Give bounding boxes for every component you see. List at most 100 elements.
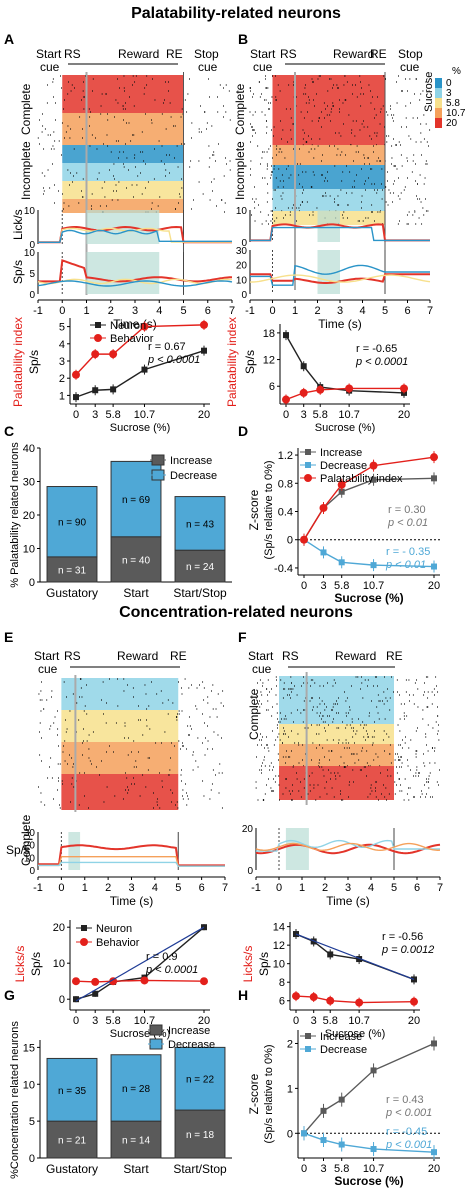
F_index-point	[356, 956, 363, 963]
panel-f-tick-label: 1	[299, 882, 305, 894]
raster-b-band	[272, 75, 385, 145]
trace-b-lick-ytick-label: 10	[236, 206, 248, 217]
panel-f-tick-label: 2	[322, 882, 328, 894]
svg-text:3: 3	[446, 88, 452, 99]
B_index-xtick-label: 20	[398, 409, 410, 421]
raster-f-band	[279, 744, 394, 766]
A_index-point	[72, 370, 80, 379]
E_index-xtick-label: 20	[198, 1015, 210, 1027]
chart-c-bar-increase	[46, 556, 98, 583]
panel-e-tick-label: 3	[128, 882, 134, 894]
legend-a-behavior-label: Behavior	[110, 333, 154, 345]
D-xlabel: Sucrose (%)	[334, 591, 403, 605]
svg-text:Start: Start	[250, 47, 276, 61]
F_index-ytick-label: 10	[273, 959, 285, 971]
panel-letter-g: G	[4, 987, 15, 1003]
sps-label-a: Sp/s	[11, 260, 25, 284]
panel-e-tick-label: 1	[82, 882, 88, 894]
D-xtick-label: 10.7	[363, 580, 384, 592]
a-ylabel-pal: Palatability index	[11, 317, 25, 407]
F_index-xtick-label: 5.8	[323, 1015, 338, 1027]
panel-a-tick-label: 1	[83, 305, 89, 317]
chart-g-ytick-label: 5	[29, 1116, 35, 1128]
svg-text:RE: RE	[166, 47, 183, 61]
panel-letter-b: B	[238, 31, 248, 47]
B_index-point	[283, 332, 289, 339]
chart-g-bar-label-increase: n = 21	[58, 1136, 87, 1147]
panel-a-tick-label: 4	[156, 305, 162, 317]
trace-b-lick-ytick-label: 0	[241, 238, 247, 249]
D-xtick-label: 3	[320, 580, 326, 592]
F_index-point	[326, 996, 335, 1005]
raster-plots	[37, 72, 441, 812]
stat-h-dec-p: p < 0.001	[385, 1139, 432, 1151]
E_index-ytick-label: 20	[53, 922, 65, 934]
A_index-ytick-label: 1	[59, 390, 65, 402]
b-ylabel-sps: Sp/s	[243, 350, 257, 374]
B_index-xtick-label: 0	[283, 409, 289, 421]
H-xlabel: Sucrose (%)	[334, 1174, 403, 1188]
trace-f-sp-trace	[255, 843, 441, 855]
chart-c-category-label: Start/Stop	[173, 586, 227, 600]
E_index-point	[109, 977, 118, 986]
trace-f-sp-shade	[285, 828, 309, 870]
svg-text:cue: cue	[38, 662, 58, 676]
H-point	[370, 1067, 377, 1074]
A_index-xtick-label: 0	[73, 409, 79, 421]
chart-c-ytick-label: 0	[29, 577, 35, 589]
E_index-point	[91, 977, 100, 986]
B_index-point	[282, 395, 290, 404]
F_index-xtick-label: 20	[408, 1015, 420, 1027]
e-ylabel-licks: Licks/s	[13, 946, 27, 983]
panel-f-tick-label: 4	[368, 882, 374, 894]
E_index-ytick-label: 10	[53, 958, 65, 970]
D-point	[338, 488, 345, 495]
stat-d-inc-p: p < 0.01	[387, 517, 428, 529]
stat-d-dec-p: p < 0.01	[385, 559, 426, 571]
chart-c-bar-decrease	[46, 486, 98, 558]
E_index-point	[92, 990, 99, 997]
E_index-point	[200, 977, 208, 986]
trace-b-lick-shade	[317, 210, 340, 242]
B_index-point	[345, 384, 354, 393]
panel-e-tick-label: -1	[33, 882, 43, 894]
chart-g-category-label: Start/Stop	[173, 1162, 227, 1176]
raster-e-band	[61, 678, 179, 710]
E_index-point	[140, 976, 149, 985]
E_index-xtick-label: 3	[92, 1015, 98, 1027]
raster-e-band	[61, 774, 179, 810]
raster-a-band	[62, 163, 184, 181]
svg-text:RE: RE	[370, 47, 387, 61]
trace-f-sp-trace	[255, 842, 441, 852]
h-ylabel-1: Z-score	[247, 1073, 261, 1114]
raster-f-band	[279, 724, 394, 744]
B_index-xtick-label: 5.8	[313, 409, 328, 421]
trace-a-sp-shade	[86, 252, 160, 294]
B_index-point	[299, 388, 308, 397]
A_index-xtick-label: 10.7	[134, 409, 155, 421]
f-ylabel-licks: Licks/s	[241, 946, 255, 983]
chart-g-ytick-label: 15	[23, 1042, 35, 1054]
chart-g-bar-increase	[174, 1109, 226, 1159]
panel-f-tick-label: 5	[391, 882, 397, 894]
svg-text:Start: Start	[36, 47, 62, 61]
H-point	[431, 1149, 437, 1156]
D-ytick-label: 0.8	[278, 478, 293, 490]
panel-b-tick-label: 1	[292, 305, 298, 317]
panel-b-tick-label: 6	[404, 305, 410, 317]
stat-a-p: p < 0.0001	[147, 354, 200, 366]
trace-b-sp-ytick-label: 20	[236, 261, 248, 272]
legend-e-neuron-label: Neuron	[96, 923, 132, 935]
H-point	[301, 1130, 307, 1137]
H-ytick-label: 0	[287, 1128, 293, 1140]
panel-a-header: Start cue RS Reward RE Stop cue	[36, 47, 219, 74]
panel-a-tick-label: 6	[205, 305, 211, 317]
trace-e-sp-ytick-label: 20	[24, 841, 36, 852]
legend-h-increase-label: Increase	[320, 1031, 362, 1043]
svg-text:Reward: Reward	[333, 47, 374, 61]
chart-g-bar-increase	[110, 1120, 162, 1159]
trace-a-lick-ytick-label: 0	[29, 240, 35, 251]
svg-text:10.7: 10.7	[446, 108, 466, 119]
chart-c-ytick-label: 30	[23, 477, 35, 489]
